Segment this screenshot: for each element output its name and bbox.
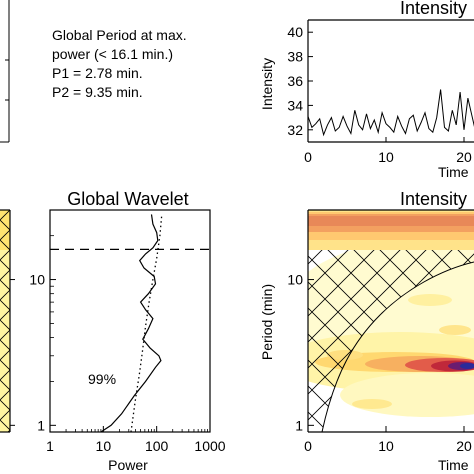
- significance-annotation: 99%: [88, 371, 116, 387]
- xtick-label: 20: [456, 149, 472, 165]
- info-line-1: Global Period at max.: [52, 27, 187, 43]
- intensity-timeseries-ylabel: Intensity: [259, 58, 275, 110]
- intensity-timeseries-panel: Intensity 32 34 36 38 40 0 10 20 Intensity Tim…: [259, 0, 474, 180]
- ytick-label: 1: [37, 417, 45, 433]
- left-heatmap-fragment: [0, 209, 11, 433]
- ytick-label: 34: [287, 97, 303, 113]
- wavelet-power-heatmap: [308, 210, 474, 432]
- cone-of-influence: [308, 250, 474, 432]
- cone-of-influence-edge: [321, 261, 474, 432]
- global-wavelet-frame: [49, 209, 211, 433]
- info-line-2: power (< 16.1 min.): [52, 46, 173, 62]
- xtick-label: 100: [145, 438, 169, 454]
- wavelet-power-title: Intensity: [400, 189, 467, 209]
- global-wavelet-power-line: [100, 214, 162, 432]
- wavelet-power-ylabel: Period (min): [259, 284, 275, 360]
- xtick-label: 0: [304, 149, 312, 165]
- xtick-label: 10: [378, 438, 394, 454]
- wavelet-power-xlabel: Time: [438, 457, 469, 473]
- global-wavelet-xlabel: Power: [108, 457, 148, 473]
- intensity-series-line: [308, 89, 474, 137]
- ytick-label: 36: [287, 73, 303, 89]
- ytick-label: 38: [287, 49, 303, 65]
- wavelet-power-panel: Intensity: [259, 189, 474, 473]
- ytick-label: 32: [287, 122, 303, 138]
- top-left-panel-fragment: [0, 0, 10, 143]
- left-fragment-ticks: [10, 279, 15, 426]
- xtick-label: 10: [378, 149, 394, 165]
- ytick-label: 1: [295, 417, 303, 433]
- global-period-info: Global Period at max. power (< 16.1 min.…: [52, 26, 187, 102]
- xtick-label: 0: [304, 438, 312, 454]
- ytick-label: 10: [287, 272, 303, 288]
- info-line-4: P2 = 9.35 min.: [52, 84, 143, 100]
- intensity-timeseries-xlabel: Time: [438, 164, 469, 180]
- xtick-label: 10: [96, 438, 112, 454]
- xtick-label: 20: [456, 438, 472, 454]
- intensity-timeseries-title: Intensity: [400, 0, 467, 18]
- ytick-label: 10: [29, 272, 45, 288]
- ytick-label: 40: [287, 24, 303, 40]
- significance-99-line: [130, 214, 163, 432]
- global-wavelet-title: Global Wavelet: [67, 189, 188, 209]
- xtick-label: 1000: [194, 438, 225, 454]
- xtick-label: 1: [46, 438, 54, 454]
- info-line-3: P1 = 2.78 min.: [52, 65, 143, 81]
- global-wavelet-panel: Global Wavelet 1 10 100 1000 1 10 99% Power: [29, 189, 225, 473]
